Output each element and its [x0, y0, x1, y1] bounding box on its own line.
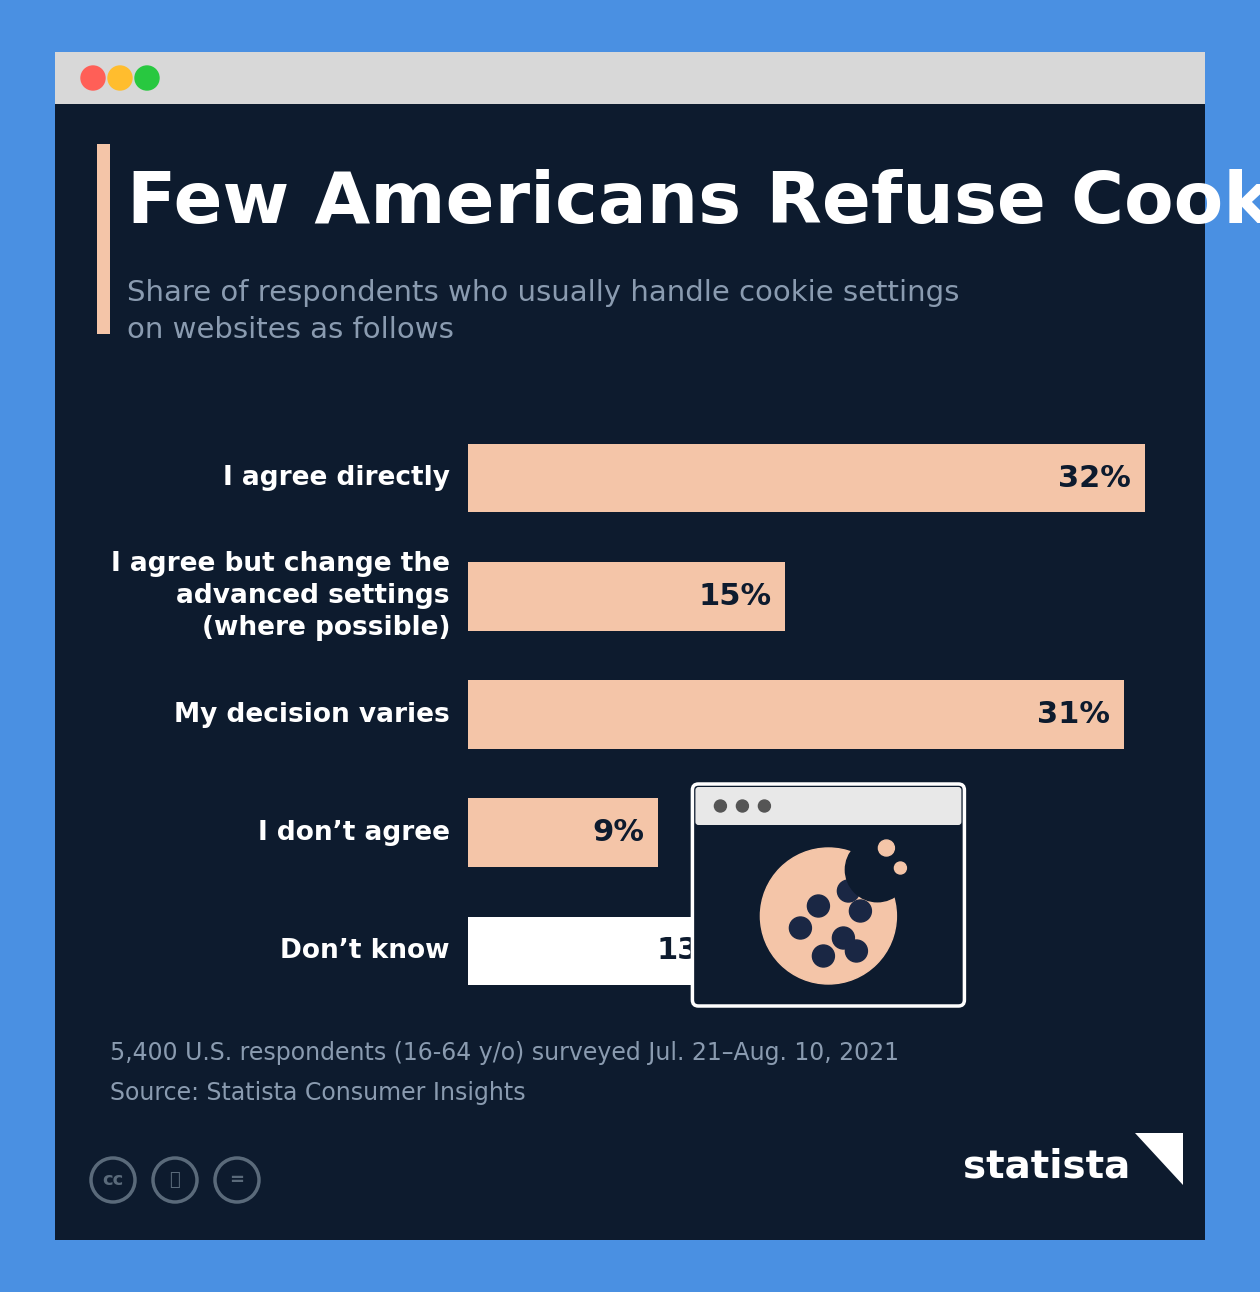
- FancyBboxPatch shape: [693, 784, 964, 1006]
- Text: My decision varies: My decision varies: [174, 702, 450, 727]
- Circle shape: [845, 837, 910, 902]
- Text: ⓘ: ⓘ: [170, 1171, 180, 1189]
- Circle shape: [714, 800, 727, 811]
- Text: 31%: 31%: [1037, 700, 1110, 729]
- Text: 32%: 32%: [1058, 464, 1131, 492]
- Bar: [467, 798, 659, 867]
- Text: Share of respondents who usually handle cookie settings
on websites as follows: Share of respondents who usually handle …: [127, 279, 959, 344]
- FancyBboxPatch shape: [696, 787, 961, 826]
- Circle shape: [895, 862, 906, 873]
- Circle shape: [760, 848, 896, 985]
- Circle shape: [790, 917, 811, 939]
- Bar: [467, 562, 785, 630]
- Circle shape: [849, 901, 872, 922]
- Text: 13%: 13%: [656, 937, 730, 965]
- Bar: [467, 444, 1145, 513]
- Circle shape: [878, 840, 895, 857]
- Text: 5,400 U.S. respondents (16-64 y/o) surveyed Jul. 21–Aug. 10, 2021: 5,400 U.S. respondents (16-64 y/o) surve…: [110, 1041, 898, 1065]
- Circle shape: [135, 66, 159, 90]
- Bar: [55, 103, 1205, 1240]
- Text: cc: cc: [102, 1171, 123, 1189]
- Circle shape: [808, 895, 829, 917]
- Bar: [467, 916, 743, 986]
- Text: I don’t agree: I don’t agree: [258, 819, 450, 846]
- Circle shape: [736, 800, 748, 811]
- Text: Source: Statista Consumer Insights: Source: Statista Consumer Insights: [110, 1081, 525, 1105]
- Text: 9%: 9%: [592, 818, 644, 848]
- Circle shape: [813, 944, 834, 966]
- Polygon shape: [1135, 1133, 1183, 1185]
- Bar: [467, 680, 1124, 749]
- Text: Don’t know: Don’t know: [281, 938, 450, 964]
- Circle shape: [838, 880, 859, 902]
- Bar: [97, 143, 110, 335]
- Text: statista: statista: [963, 1147, 1130, 1185]
- Text: I agree but change the
advanced settings
(where possible): I agree but change the advanced settings…: [111, 552, 450, 641]
- Circle shape: [845, 941, 867, 963]
- Text: I agree directly: I agree directly: [223, 465, 450, 491]
- Circle shape: [759, 800, 770, 811]
- Text: 15%: 15%: [698, 581, 771, 611]
- Text: Few Americans Refuse Cookies: Few Americans Refuse Cookies: [127, 169, 1260, 238]
- Bar: [55, 52, 1205, 103]
- Circle shape: [108, 66, 132, 90]
- Circle shape: [81, 66, 105, 90]
- Text: =: =: [229, 1171, 244, 1189]
- Circle shape: [833, 926, 854, 950]
